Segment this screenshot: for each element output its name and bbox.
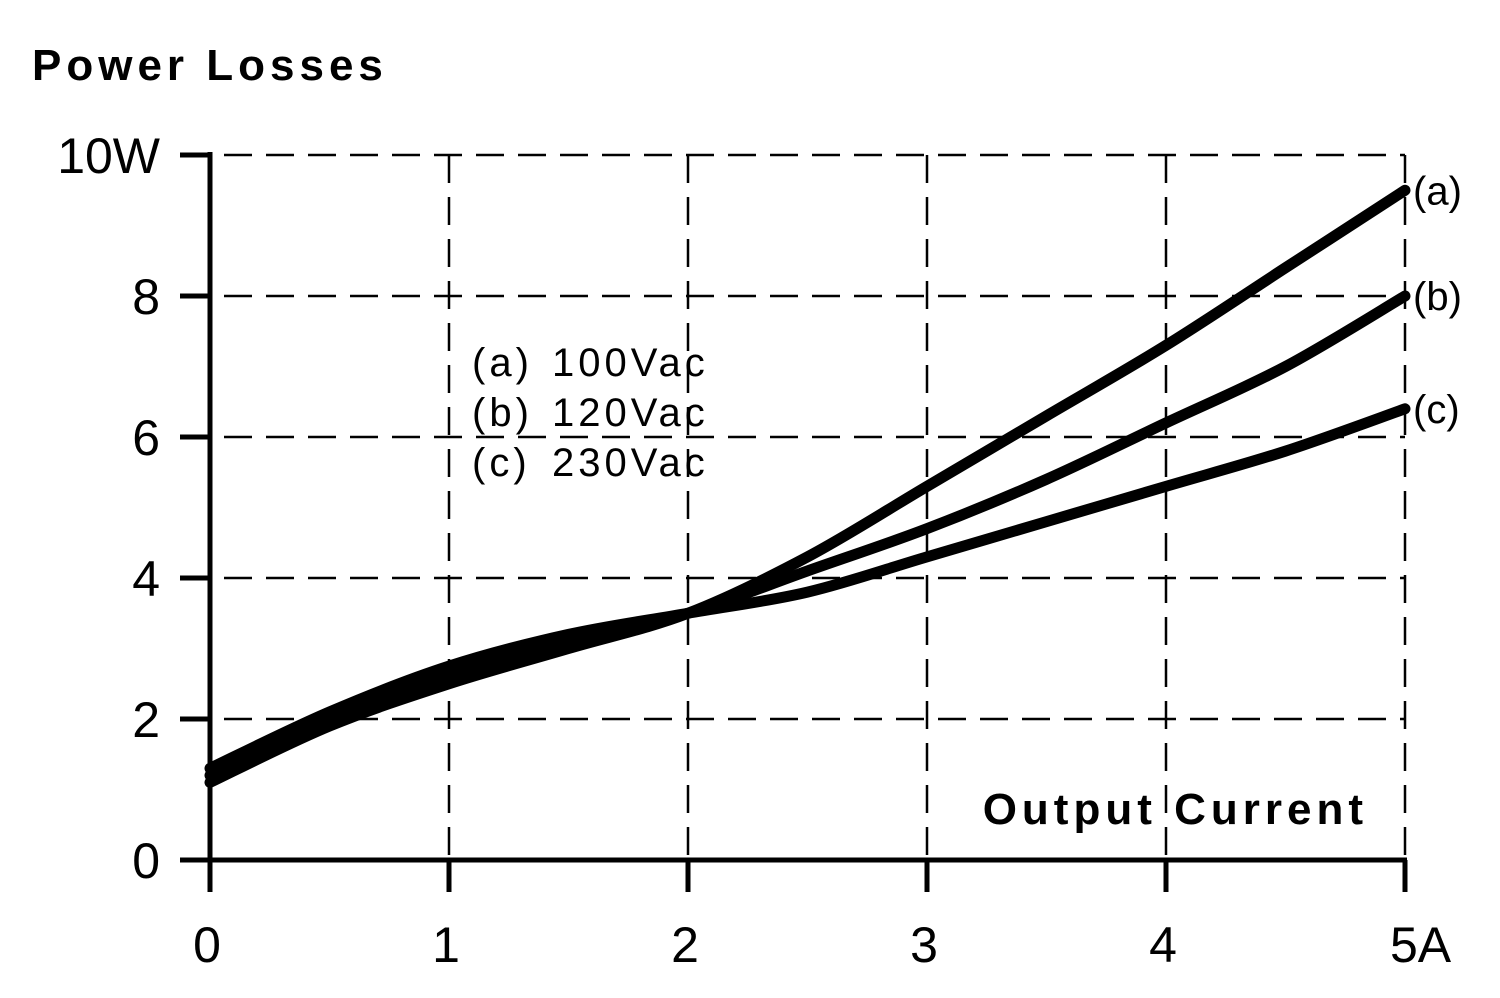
y-tick-label: 10W [57, 128, 161, 184]
series-line-c [204, 403, 1411, 774]
series-line-b [204, 290, 1411, 781]
x-tick-label: 2 [671, 917, 699, 973]
legend-label: 120Vac [552, 391, 709, 435]
x-tick-label: 3 [910, 917, 938, 973]
series-lines [204, 184, 1411, 788]
legend-key: (a) [472, 341, 533, 385]
legend-key: (c) [472, 441, 531, 485]
y-tick-label: 0 [132, 833, 160, 889]
x-tick-label: 0 [193, 917, 221, 973]
y-tick-label: 6 [132, 410, 160, 466]
x-tick-label: 5A [1390, 917, 1452, 973]
axes [180, 152, 1408, 892]
y-tick-label: 2 [132, 692, 160, 748]
y-tick-label: 4 [132, 551, 160, 607]
series-end-label: (c) [1413, 388, 1460, 432]
y-axis-title: Power Losses [32, 41, 388, 90]
series-line-a [204, 184, 1411, 788]
legend-label: 100Vac [552, 341, 709, 385]
series-end-labels: (a) (b) (c) [1413, 169, 1462, 432]
series-end-label: (b) [1413, 275, 1462, 319]
tick-labels: 0 2 4 6 8 10W 0 1 2 3 4 5A [57, 128, 1452, 973]
legend: (a) 100Vac (b) 120Vac (c) 230Vac [472, 341, 709, 485]
x-tick-label: 1 [432, 917, 460, 973]
legend-key: (b) [472, 391, 533, 435]
x-axis-title: Output Current [983, 785, 1368, 834]
y-tick-label: 8 [132, 269, 160, 325]
grid [182, 153, 1407, 860]
legend-label: 230Vac [552, 441, 709, 485]
x-tick-label: 4 [1149, 917, 1177, 973]
series-end-label: (a) [1413, 169, 1462, 213]
